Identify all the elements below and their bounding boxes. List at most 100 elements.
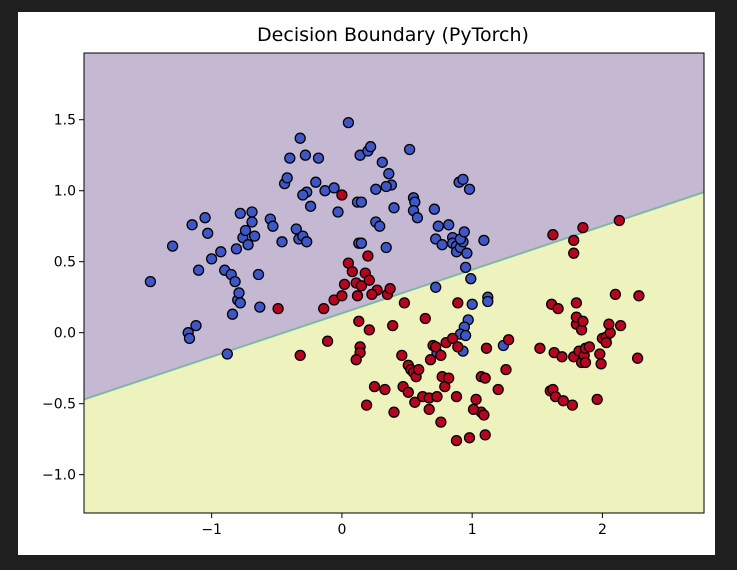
data-point-class-1 xyxy=(583,341,596,353)
data-point-class-1 xyxy=(609,288,622,301)
x-tick-label: 0 xyxy=(337,522,346,538)
data-point-class-0 xyxy=(246,206,258,218)
data-point-class-0 xyxy=(459,261,472,274)
data-point-class-1 xyxy=(566,399,579,411)
data-point-class-1 xyxy=(594,348,606,360)
data-point-class-0 xyxy=(221,348,233,360)
data-point-class-1 xyxy=(353,315,365,327)
data-point-class-1 xyxy=(613,214,625,227)
data-point-class-0 xyxy=(190,319,202,332)
data-point-class-1 xyxy=(413,363,425,376)
data-point-class-1 xyxy=(379,383,391,396)
y-tick-label: 0.5 xyxy=(54,255,76,271)
data-point-class-1 xyxy=(362,250,374,262)
axes-frame xyxy=(83,52,705,514)
data-point-class-0 xyxy=(242,239,254,251)
data-point-class-0 xyxy=(328,182,340,194)
data-point-class-1 xyxy=(409,396,421,408)
chart-frame: Decision Boundary (PyTorch) −1 0 1 2 −1.0 −0.… xyxy=(18,12,715,555)
data-point-class-0 xyxy=(428,203,441,215)
data-point-class-0 xyxy=(281,172,293,184)
data-point-class-0 xyxy=(276,236,288,248)
data-point-class-0 xyxy=(383,168,395,180)
data-point-class-1 xyxy=(355,280,368,292)
y-tick-label: 0.0 xyxy=(54,326,76,342)
data-point-class-0 xyxy=(458,226,470,238)
data-point-class-0 xyxy=(411,212,424,224)
data-point-class-0 xyxy=(432,220,444,232)
data-point-class-1 xyxy=(402,386,414,398)
data-point-class-1 xyxy=(384,283,396,295)
data-point-class-0 xyxy=(463,183,476,195)
plot-area: −1 0 1 2 −1.0 −0.5 0.0 0.5 1.0 1.5 xyxy=(42,52,705,538)
data-point-class-1 xyxy=(398,297,411,309)
data-point-class-1 xyxy=(272,302,284,315)
data-point-class-1 xyxy=(419,312,431,325)
data-point-class-1 xyxy=(614,319,627,332)
data-point-class-1 xyxy=(534,342,546,354)
data-point-class-1 xyxy=(346,265,358,278)
data-point-class-0 xyxy=(436,239,448,251)
data-point-class-0 xyxy=(192,264,205,276)
data-point-class-1 xyxy=(450,434,463,447)
data-point-class-1 xyxy=(552,302,564,315)
data-point-class-0 xyxy=(199,212,211,224)
y-tick-label: −0.5 xyxy=(42,397,76,413)
data-point-class-1 xyxy=(368,380,381,393)
data-point-class-0 xyxy=(466,298,478,310)
data-point-class-0 xyxy=(310,176,322,188)
data-point-class-0 xyxy=(370,183,382,195)
data-point-class-0 xyxy=(312,152,325,164)
data-point-class-1 xyxy=(600,336,612,349)
data-point-class-1 xyxy=(479,429,491,441)
data-point-class-1 xyxy=(568,234,580,247)
data-point-class-1 xyxy=(423,403,435,416)
data-point-class-0 xyxy=(233,287,245,299)
data-point-class-0 xyxy=(205,253,218,265)
x-tick-label: −1 xyxy=(201,522,222,538)
data-point-class-1 xyxy=(336,290,348,302)
data-point-class-0 xyxy=(301,236,313,248)
data-point-class-1 xyxy=(480,342,493,354)
data-point-class-1 xyxy=(591,393,603,406)
data-point-class-0 xyxy=(430,281,442,293)
data-point-class-0 xyxy=(342,116,355,129)
data-point-class-0 xyxy=(297,189,309,201)
data-point-class-1 xyxy=(577,221,589,234)
data-point-class-1 xyxy=(502,334,515,346)
data-point-class-0 xyxy=(226,308,239,320)
data-point-class-1 xyxy=(470,393,482,406)
data-point-class-0 xyxy=(144,275,157,288)
data-point-class-1 xyxy=(556,351,568,363)
data-point-class-0 xyxy=(252,268,265,281)
data-point-class-0 xyxy=(478,234,490,247)
data-point-class-1 xyxy=(363,324,375,336)
data-point-class-0 xyxy=(482,295,494,308)
data-point-class-1 xyxy=(446,332,459,345)
data-point-class-1 xyxy=(452,341,464,353)
data-point-class-0 xyxy=(299,149,312,161)
data-point-class-0 xyxy=(246,216,258,228)
data-point-class-1 xyxy=(577,315,589,327)
data-point-class-1 xyxy=(478,409,490,421)
data-point-class-1 xyxy=(388,406,400,418)
data-point-class-1 xyxy=(443,372,455,384)
data-point-class-1 xyxy=(360,399,373,411)
data-point-class-1 xyxy=(463,432,476,444)
data-point-class-0 xyxy=(304,200,317,212)
data-point-class-1 xyxy=(338,278,351,291)
data-point-class-0 xyxy=(465,273,477,285)
data-point-class-1 xyxy=(387,319,399,332)
data-point-class-1 xyxy=(492,383,504,396)
data-point-class-1 xyxy=(631,352,644,364)
y-tick-label: 1.5 xyxy=(54,113,76,129)
data-point-class-1 xyxy=(547,229,559,241)
data-point-class-1 xyxy=(595,358,607,370)
data-point-class-1 xyxy=(452,297,464,309)
data-point-class-1 xyxy=(294,349,306,362)
data-point-class-0 xyxy=(355,196,368,208)
data-point-class-0 xyxy=(443,219,455,231)
data-point-class-1 xyxy=(557,395,569,407)
data-point-class-0 xyxy=(267,220,279,232)
data-point-class-0 xyxy=(166,240,179,252)
